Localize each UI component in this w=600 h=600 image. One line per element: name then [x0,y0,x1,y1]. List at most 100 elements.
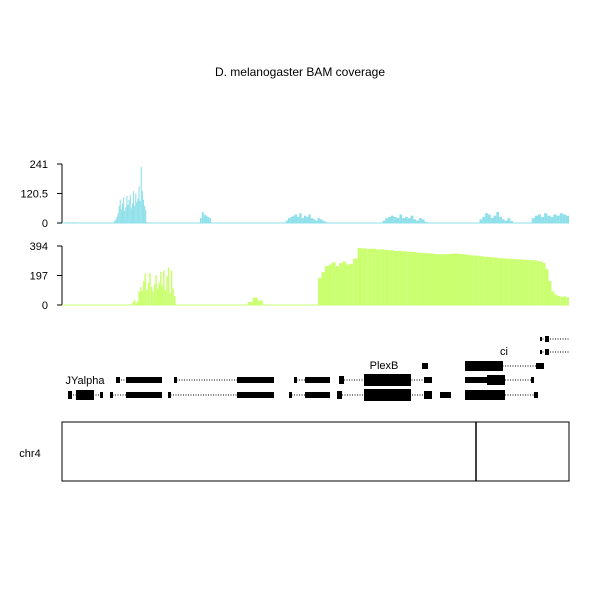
track-2-bar-3-8 [389,250,394,305]
track-2-bar-2-9 [349,263,354,305]
track-2-bar-3-2 [362,248,367,305]
track-1-bar-7-0 [531,218,535,223]
track-1-bar-1-0 [114,220,116,223]
track-2-bar-3-13 [411,251,417,305]
track-1-bar-1-18 [134,205,136,223]
track-1-bar-7-1 [534,215,538,223]
track-1-bar-3-4 [207,216,210,223]
track-2-bar-3-17 [429,253,435,305]
chart-title: D. melanogaster BAM coverage [215,65,385,79]
track-1-bar-1-14 [129,194,131,223]
track-1-bar-3-5 [209,218,212,223]
track-2-bar-0-1 [133,299,136,305]
track-2-bar-0-6 [141,290,144,305]
track-2-bar-2-0 [318,278,322,305]
gene-transcript-row-2 [68,389,538,401]
track-2-bar-4-10 [493,257,499,305]
track-1-bar-1-17 [132,191,135,223]
track-1-bar-6-10 [507,218,511,223]
track-2-bar-5-6 [551,291,555,305]
track-2-bar-5-4 [545,269,549,305]
track-1-bar-4-9 [306,216,309,223]
track-1-bar-1-28 [145,209,147,223]
track-1-bar-0-1 [67,222,70,223]
track-1-bar-5-10 [410,215,414,223]
track-1-bar-7-4 [544,213,548,223]
track-2-bar-3-19 [438,254,444,305]
track-1-bar-5-5 [396,218,400,223]
track-2-bar-5-8 [557,296,561,305]
gene-ci-transcript-1 [540,336,569,342]
track-1-bar-1-3 [117,213,119,223]
track-2-bar-4-13 [508,258,514,305]
track-2-bar-0-26 [172,288,174,305]
track-1-bar-7-2 [537,214,542,223]
track-2-bar-5-10 [563,296,567,305]
track-1-bar-5-1 [385,218,389,223]
track-2-bar-0-25 [170,270,173,305]
track-1-bar-6-0 [479,219,483,223]
track-2-bar-0-15 [155,275,157,305]
track-1-bar-4-2 [290,216,293,223]
track-2-bar-0-18 [160,272,162,305]
track-2-bar-0-21 [164,290,167,305]
track-2-bar-3-6 [380,249,385,305]
track-2-bar-2-6 [339,263,343,305]
track-1-bar-1-23 [139,200,141,223]
track-2-bar-3-5 [375,249,381,305]
track-1-bar-5-0 [382,220,386,223]
track-2-bar-2-7 [342,261,347,305]
track-2-bar-4-0 [443,254,449,305]
track-1-bar-4-8 [303,215,307,223]
track-1-coverage [62,166,569,224]
track-2-bar-0-4 [138,291,140,305]
track-2-bar-2-8 [346,264,350,305]
track-1-bar-7-7 [553,214,557,223]
gene-transcript-row-1 [116,374,534,386]
gene-label-ci: ci [500,346,508,358]
track-1-bar-4-16 [322,220,325,223]
track-1-bar-1-27 [144,205,146,223]
track-1-bar-1-9 [124,210,126,223]
track-1-tick-label-zero: 0 [42,218,48,230]
track-1-bar-1-1 [115,219,117,223]
track-1-bar-4-6 [299,213,302,223]
track-1-bar-1-26 [142,199,145,223]
track-1-bar-1-13 [128,199,130,223]
track-1-bar-6-2 [485,213,488,223]
track-2-bar-0-24 [169,293,171,305]
track-2-bar-4-9 [488,257,494,305]
track-1-bar-4-11 [310,218,314,223]
track-1-bar-6-8 [501,219,505,223]
track-2-bar-4-1 [448,253,454,305]
track-2-bar-5-0 [533,260,537,305]
track-2-bar-0-19 [161,285,164,305]
track-2-bar-5-1 [536,260,540,305]
track-1-bar-1-7 [121,203,124,223]
track-1-bar-4-7 [301,218,304,223]
track-2-bar-1-2 [257,300,263,305]
track-2-bar-0-20 [163,270,165,305]
track-1-bar-1-25 [141,191,143,223]
track-1-bar-5-15 [424,221,428,223]
track-2-bar-3-0 [353,258,358,305]
track-2-bar-0-27 [173,296,176,305]
track-2-bar-5-5 [548,281,552,305]
track-2-bar-5-2 [539,261,543,305]
track-2-bar-0-10 [147,282,150,305]
track-2-tick-label-top: 394 [30,241,48,253]
track-1-bar-6-7 [499,216,502,223]
track-2-bar-4-11 [498,258,504,305]
track-2-coverage [62,248,569,306]
track-1-bar-7-3 [541,216,545,223]
track-2-bar-0-22 [166,276,168,305]
track-1-bar-5-9 [407,218,411,223]
track-1-bar-3-3 [205,215,208,223]
track-2-bar-4-5 [468,255,474,305]
chromosome-label: chr4 [19,448,40,460]
track-2-bar-3-12 [407,251,412,305]
track-1-bar-1-11 [126,196,128,223]
track-1-bar-6-5 [493,215,497,223]
track-1-bar-7-5 [547,215,551,223]
track-1-bar-5-4 [393,216,397,223]
